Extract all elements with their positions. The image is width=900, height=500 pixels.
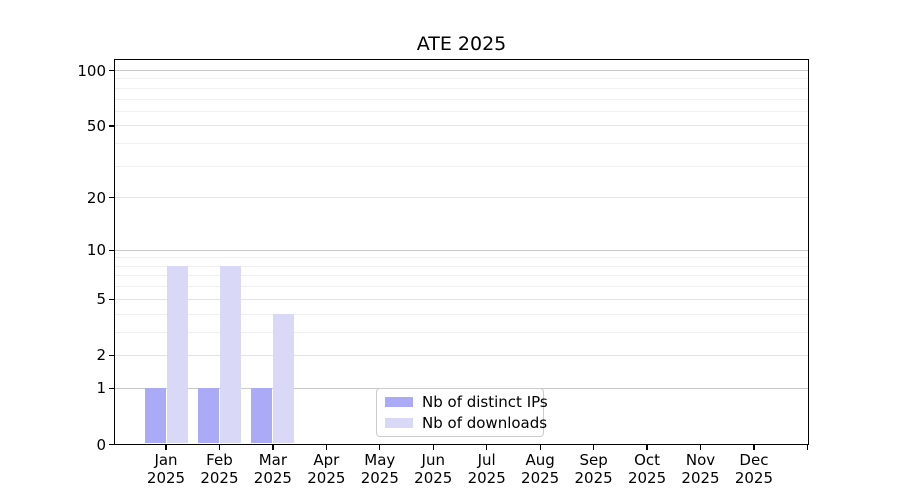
x-tick-label-month: Mar bbox=[258, 451, 288, 469]
x-axis-tick bbox=[699, 444, 702, 450]
bar-distinct-ips bbox=[144, 388, 166, 444]
x-tick-label-year: 2025 bbox=[360, 469, 399, 487]
x-tick-label-year: 2025 bbox=[627, 469, 667, 487]
x-tick-label: Dec 2025 bbox=[724, 451, 784, 487]
x-axis-tick bbox=[646, 444, 648, 450]
gridline bbox=[115, 165, 808, 167]
x-axis-tick bbox=[486, 444, 488, 450]
x-axis-tick bbox=[806, 444, 809, 450]
legend-label-downloads: Nb of downloads bbox=[422, 413, 548, 432]
bar-downloads bbox=[219, 266, 241, 444]
gridline bbox=[115, 78, 808, 80]
y-axis-tick bbox=[109, 69, 114, 72]
y-tick-label: 1 bbox=[96, 379, 106, 398]
bar-distinct-ips bbox=[251, 388, 273, 444]
plot-area bbox=[114, 59, 809, 445]
gridline bbox=[115, 257, 808, 259]
x-tick-label-year: 2025 bbox=[734, 469, 774, 487]
x-axis-tick bbox=[753, 444, 755, 450]
y-axis-tick bbox=[109, 197, 114, 199]
y-tick-label: 50 bbox=[86, 116, 106, 135]
x-axis-tick bbox=[432, 444, 434, 450]
x-tick-label-month: Jul bbox=[477, 451, 496, 469]
x-tick-label: Jul 2025 bbox=[457, 451, 517, 487]
x-tick-label: Jun 2025 bbox=[403, 451, 463, 487]
x-tick-label-year: 2025 bbox=[307, 469, 346, 487]
gridline bbox=[115, 87, 808, 89]
y-axis-tick bbox=[109, 249, 114, 251]
y-tick-label: 5 bbox=[96, 290, 106, 309]
bar-downloads bbox=[166, 266, 188, 444]
x-tick-label: Apr 2025 bbox=[296, 451, 356, 487]
x-tick-label-month: Oct bbox=[634, 451, 661, 469]
x-axis-tick bbox=[218, 444, 221, 450]
x-tick-label: Sep 2025 bbox=[564, 451, 624, 487]
x-tick-label: Aug 2025 bbox=[510, 451, 570, 487]
x-tick-label-month: May bbox=[364, 451, 396, 469]
y-axis-tick bbox=[109, 387, 114, 389]
x-axis-tick bbox=[325, 444, 327, 450]
gridline bbox=[115, 110, 808, 112]
gridline bbox=[115, 197, 808, 199]
legend-entry-distinct-ips: Nb of distinct IPs bbox=[385, 393, 548, 411]
legend-entry-downloads: Nb of downloads bbox=[385, 414, 547, 432]
gridline bbox=[115, 313, 808, 315]
legend: Nb of distinct IPs Nb of downloads bbox=[376, 388, 548, 437]
gridline bbox=[115, 249, 808, 251]
y-axis-tick bbox=[109, 125, 114, 127]
gridline bbox=[115, 98, 808, 100]
y-tick-label: 20 bbox=[86, 188, 106, 207]
x-tick-label-year: 2025 bbox=[146, 469, 186, 487]
y-tick-label: 100 bbox=[77, 61, 106, 80]
gridline bbox=[115, 298, 808, 300]
bar-downloads bbox=[273, 314, 295, 444]
x-tick-label-month: Dec bbox=[739, 451, 769, 469]
gridline bbox=[115, 125, 808, 127]
x-tick-label-month: Jan bbox=[154, 451, 178, 469]
x-tick-label-month: Nov bbox=[685, 451, 716, 469]
x-tick-label-year: 2025 bbox=[574, 469, 613, 487]
bar-distinct-ips bbox=[197, 388, 219, 444]
y-tick-label: 2 bbox=[96, 346, 106, 365]
x-tick-label: Jan 2025 bbox=[136, 451, 196, 487]
x-axis-tick bbox=[379, 444, 381, 450]
x-tick-label-year: 2025 bbox=[681, 469, 720, 487]
x-tick-label-year: 2025 bbox=[253, 469, 292, 487]
x-tick-label: Oct 2025 bbox=[617, 451, 677, 487]
legend-label-distinct-ips: Nb of distinct IPs bbox=[422, 392, 548, 411]
x-tick-label-month: Apr bbox=[313, 451, 340, 469]
x-tick-label: Nov 2025 bbox=[671, 451, 731, 487]
y-tick-label: 10 bbox=[86, 241, 106, 260]
y-axis-tick bbox=[109, 298, 114, 300]
y-axis-tick bbox=[109, 354, 114, 357]
x-tick-label-year: 2025 bbox=[467, 469, 506, 487]
y-tick-label: 0 bbox=[96, 435, 106, 454]
legend-swatch-distinct-ips bbox=[385, 396, 413, 408]
x-tick-label-year: 2025 bbox=[200, 469, 239, 487]
x-tick-label-year: 2025 bbox=[414, 469, 453, 487]
x-tick-label-year: 2025 bbox=[521, 469, 560, 487]
gridline bbox=[115, 265, 808, 267]
x-axis-tick bbox=[539, 444, 541, 450]
chart-title: ATE 2025 bbox=[416, 33, 507, 55]
gridline bbox=[115, 70, 808, 71]
gridline bbox=[115, 275, 808, 277]
x-axis-tick bbox=[272, 444, 274, 450]
x-axis-tick bbox=[592, 444, 595, 450]
legend-swatch-downloads bbox=[385, 417, 413, 429]
x-tick-label: May 2025 bbox=[350, 451, 410, 487]
x-tick-label-month: Sep bbox=[579, 451, 608, 469]
x-tick-label-month: Feb bbox=[206, 451, 233, 469]
y-axis-tick bbox=[109, 443, 114, 446]
gridline bbox=[115, 354, 808, 356]
gridline bbox=[115, 286, 808, 288]
x-tick-label-month: Aug bbox=[525, 451, 555, 469]
gridline bbox=[115, 331, 808, 333]
x-axis-tick bbox=[165, 444, 167, 450]
x-tick-label: Feb 2025 bbox=[189, 451, 249, 487]
x-tick-label: Mar 2025 bbox=[243, 451, 303, 487]
x-tick-label-month: Jun bbox=[421, 451, 445, 469]
gridline bbox=[115, 143, 808, 145]
